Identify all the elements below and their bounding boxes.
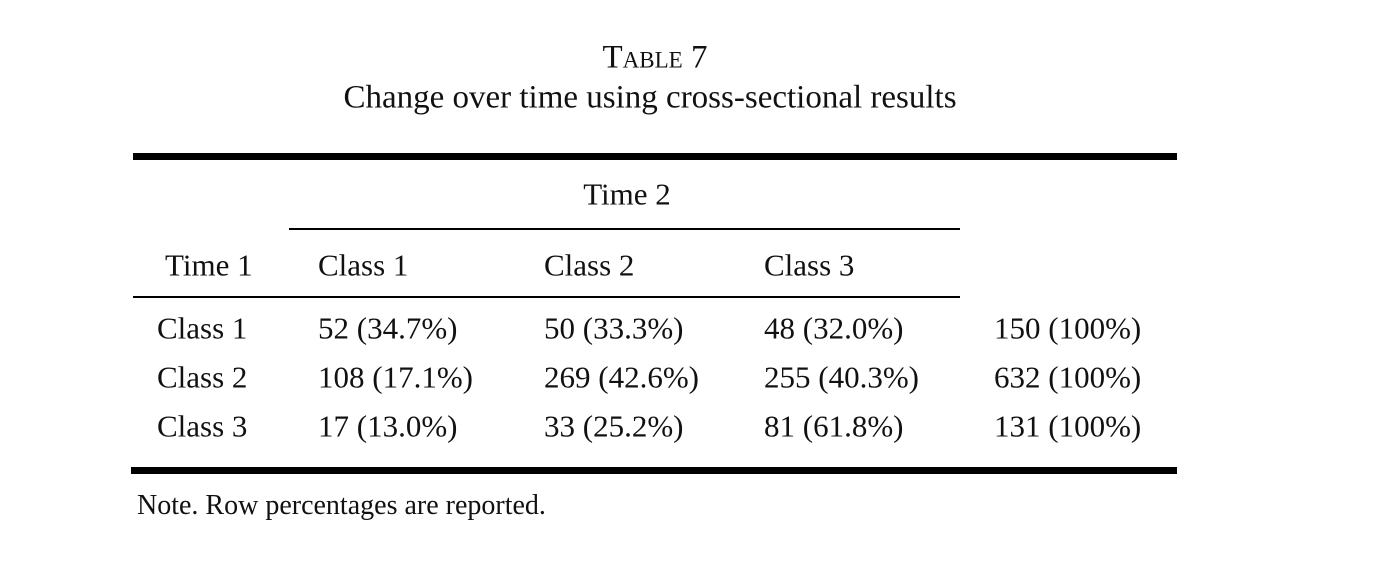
table-cell: 269 (42.6%) xyxy=(544,359,699,395)
column-header: Class 3 xyxy=(764,247,855,283)
table-cell: 17 (13.0%) xyxy=(318,408,458,444)
table-cell: 131 (100%) xyxy=(994,408,1142,444)
table-cell: 150 (100%) xyxy=(994,310,1142,346)
table-note: Note. Row percentages are reported. xyxy=(137,490,546,521)
table-cell: 81 (61.8%) xyxy=(764,408,904,444)
spanner-rule xyxy=(289,228,960,230)
table-label: Table 7 xyxy=(602,39,708,76)
table-cell: 108 (17.1%) xyxy=(318,359,473,395)
table-cell: 33 (25.2%) xyxy=(544,408,684,444)
bottom-rule xyxy=(131,467,1177,474)
row-header: Class 1 xyxy=(157,310,248,346)
header-rule xyxy=(133,296,960,298)
spanner-header: Time 2 xyxy=(583,176,671,212)
column-header: Time 1 xyxy=(165,247,253,283)
column-header: Class 2 xyxy=(544,247,635,283)
column-header: Class 1 xyxy=(318,247,409,283)
row-header: Class 2 xyxy=(157,359,248,395)
table-cell: 255 (40.3%) xyxy=(764,359,919,395)
table-title: Change over time using cross-sectional r… xyxy=(343,79,957,116)
table-cell: 50 (33.3%) xyxy=(544,310,684,346)
table-cell: 48 (32.0%) xyxy=(764,310,904,346)
top-rule xyxy=(133,153,1177,160)
row-header: Class 3 xyxy=(157,408,248,444)
table-cell: 632 (100%) xyxy=(994,359,1142,395)
table-cell: 52 (34.7%) xyxy=(318,310,458,346)
